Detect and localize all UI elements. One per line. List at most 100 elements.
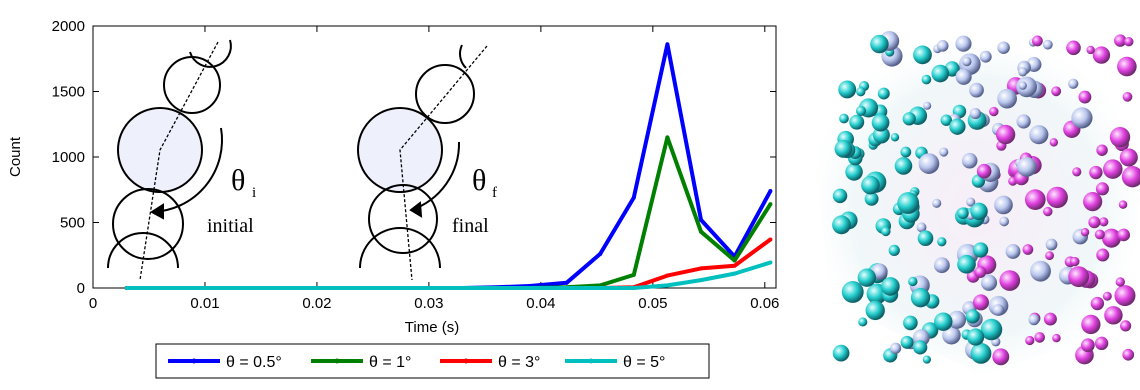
sphere xyxy=(1117,56,1137,77)
sphere xyxy=(961,152,978,169)
data-point xyxy=(698,266,703,271)
sphere xyxy=(1102,291,1112,301)
data-point xyxy=(698,278,703,283)
data-point xyxy=(665,135,670,140)
sphere xyxy=(997,88,1017,109)
sphere xyxy=(1083,192,1103,212)
data-point xyxy=(732,258,737,263)
sphere xyxy=(1051,86,1062,97)
sphere xyxy=(1095,182,1109,196)
sphere xyxy=(1018,81,1027,90)
data-point xyxy=(225,286,230,290)
sphere xyxy=(1046,186,1068,209)
sphere xyxy=(995,124,1016,145)
sphere xyxy=(908,276,918,287)
sphere xyxy=(897,192,920,214)
sphere xyxy=(913,340,928,355)
sphere xyxy=(955,68,972,85)
data-point xyxy=(258,286,263,290)
sphere xyxy=(999,216,1010,227)
sphere xyxy=(980,274,998,291)
data-point xyxy=(732,263,737,268)
data-point xyxy=(665,273,670,278)
sphere xyxy=(902,112,916,126)
sphere xyxy=(1109,126,1131,148)
sphere xyxy=(1096,144,1108,156)
sphere xyxy=(1080,228,1090,237)
sphere xyxy=(939,147,949,157)
data-point xyxy=(598,251,603,256)
sphere xyxy=(881,277,900,296)
sphere xyxy=(910,288,931,308)
sphere xyxy=(1119,320,1132,332)
sphere xyxy=(890,133,900,142)
sphere xyxy=(1043,206,1053,217)
data-point xyxy=(527,286,532,290)
data-point xyxy=(292,286,297,290)
sphere xyxy=(856,87,866,97)
sphere xyxy=(1122,91,1133,102)
data-point xyxy=(326,286,331,290)
data-point xyxy=(698,217,703,222)
legend-marker xyxy=(334,358,340,364)
sphere xyxy=(1114,285,1136,307)
sphere xyxy=(972,242,989,258)
sphere xyxy=(1122,348,1135,361)
data-point xyxy=(426,286,431,290)
sphere xyxy=(1099,217,1109,227)
sphere xyxy=(931,64,950,83)
sphere xyxy=(1124,36,1134,47)
sphere xyxy=(881,226,891,237)
x-tick-label: 0.06 xyxy=(750,295,779,312)
sphere xyxy=(1049,138,1059,147)
sphere xyxy=(1034,332,1045,343)
legend-marker xyxy=(463,358,469,364)
sphere xyxy=(1118,200,1128,209)
sphere xyxy=(888,244,900,257)
sphere xyxy=(889,342,902,354)
sphere xyxy=(992,348,1010,366)
sphere xyxy=(864,191,879,206)
sphere xyxy=(903,315,918,331)
sphere xyxy=(1005,244,1021,259)
sphere xyxy=(870,34,889,54)
sphere xyxy=(832,188,848,204)
legend-label: θ = 0.5° xyxy=(226,354,282,371)
legend-label: θ = 3° xyxy=(498,354,540,371)
final-angle-schematic xyxy=(357,44,488,281)
legend-marker xyxy=(191,358,197,364)
sphere xyxy=(933,257,950,274)
sphere xyxy=(967,328,985,346)
sphere xyxy=(955,35,972,52)
sphere xyxy=(999,270,1021,291)
sphere xyxy=(947,310,967,329)
data-point xyxy=(732,271,737,276)
sphere xyxy=(980,318,1003,341)
sphere xyxy=(937,237,947,247)
x-tick-label: 0.04 xyxy=(526,295,555,312)
data-point xyxy=(598,286,603,290)
sphere xyxy=(979,50,992,63)
sphere xyxy=(1094,336,1109,351)
sphere xyxy=(1070,256,1080,267)
sphere xyxy=(900,146,912,158)
sphere xyxy=(976,163,992,179)
sphere xyxy=(1025,335,1035,346)
sphere xyxy=(834,139,853,158)
sphere xyxy=(936,40,949,52)
data-point xyxy=(460,286,465,290)
sphere xyxy=(966,197,976,207)
sphere xyxy=(1068,78,1079,89)
initial-angle-schematic xyxy=(107,39,232,281)
sphere xyxy=(997,41,1010,54)
data-point xyxy=(564,286,569,290)
sphere xyxy=(849,114,865,130)
sphere xyxy=(923,101,932,110)
sphere xyxy=(832,215,851,235)
sphere xyxy=(1017,156,1037,177)
series-line-3 xyxy=(126,260,771,290)
sphere xyxy=(949,118,966,135)
sphere xyxy=(922,355,931,364)
legend-label: θ = 1° xyxy=(369,354,411,371)
